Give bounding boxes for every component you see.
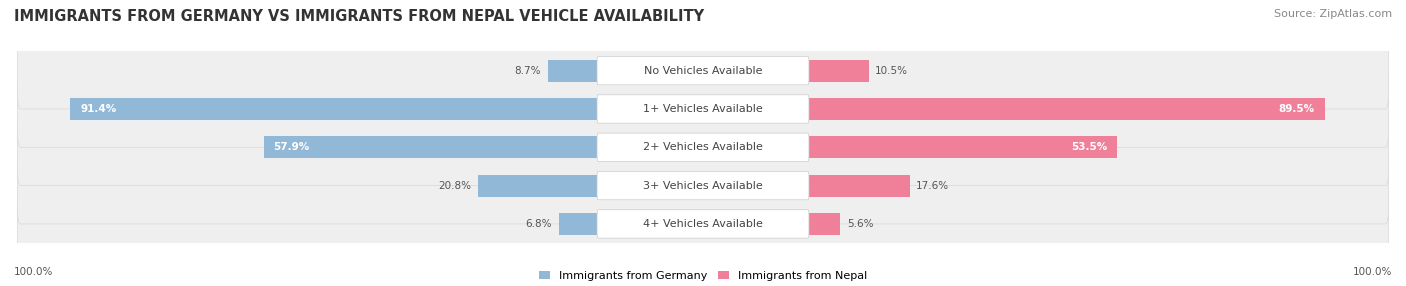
- FancyBboxPatch shape: [17, 186, 1389, 262]
- Text: 1+ Vehicles Available: 1+ Vehicles Available: [643, 104, 763, 114]
- Bar: [808, 213, 841, 235]
- Text: Source: ZipAtlas.com: Source: ZipAtlas.com: [1274, 9, 1392, 19]
- Text: IMMIGRANTS FROM GERMANY VS IMMIGRANTS FROM NEPAL VEHICLE AVAILABILITY: IMMIGRANTS FROM GERMANY VS IMMIGRANTS FR…: [14, 9, 704, 23]
- FancyBboxPatch shape: [17, 32, 1389, 109]
- Bar: [558, 213, 598, 235]
- Text: 6.8%: 6.8%: [526, 219, 553, 229]
- Text: 89.5%: 89.5%: [1279, 104, 1315, 114]
- Text: 53.5%: 53.5%: [1071, 142, 1107, 152]
- FancyBboxPatch shape: [598, 171, 808, 200]
- Text: 3+ Vehicles Available: 3+ Vehicles Available: [643, 181, 763, 190]
- Text: 91.4%: 91.4%: [80, 104, 117, 114]
- Text: 8.7%: 8.7%: [515, 66, 541, 76]
- Bar: [808, 136, 1116, 158]
- FancyBboxPatch shape: [17, 147, 1389, 224]
- Bar: [808, 59, 869, 82]
- Legend: Immigrants from Germany, Immigrants from Nepal: Immigrants from Germany, Immigrants from…: [534, 267, 872, 285]
- Bar: [478, 174, 598, 197]
- Bar: [264, 136, 598, 158]
- Text: 5.6%: 5.6%: [846, 219, 873, 229]
- Text: 10.5%: 10.5%: [875, 66, 908, 76]
- Text: 57.9%: 57.9%: [274, 142, 309, 152]
- Bar: [548, 59, 598, 82]
- Text: 17.6%: 17.6%: [917, 181, 949, 190]
- FancyBboxPatch shape: [17, 109, 1389, 186]
- Text: 2+ Vehicles Available: 2+ Vehicles Available: [643, 142, 763, 152]
- Text: 20.8%: 20.8%: [439, 181, 471, 190]
- FancyBboxPatch shape: [17, 71, 1389, 147]
- Bar: [808, 98, 1324, 120]
- Text: 100.0%: 100.0%: [1353, 267, 1392, 277]
- FancyBboxPatch shape: [598, 56, 808, 85]
- Text: 100.0%: 100.0%: [14, 267, 53, 277]
- FancyBboxPatch shape: [598, 210, 808, 238]
- FancyBboxPatch shape: [598, 95, 808, 123]
- Text: No Vehicles Available: No Vehicles Available: [644, 66, 762, 76]
- Bar: [808, 174, 910, 197]
- FancyBboxPatch shape: [598, 133, 808, 162]
- Bar: [70, 98, 598, 120]
- Text: 4+ Vehicles Available: 4+ Vehicles Available: [643, 219, 763, 229]
